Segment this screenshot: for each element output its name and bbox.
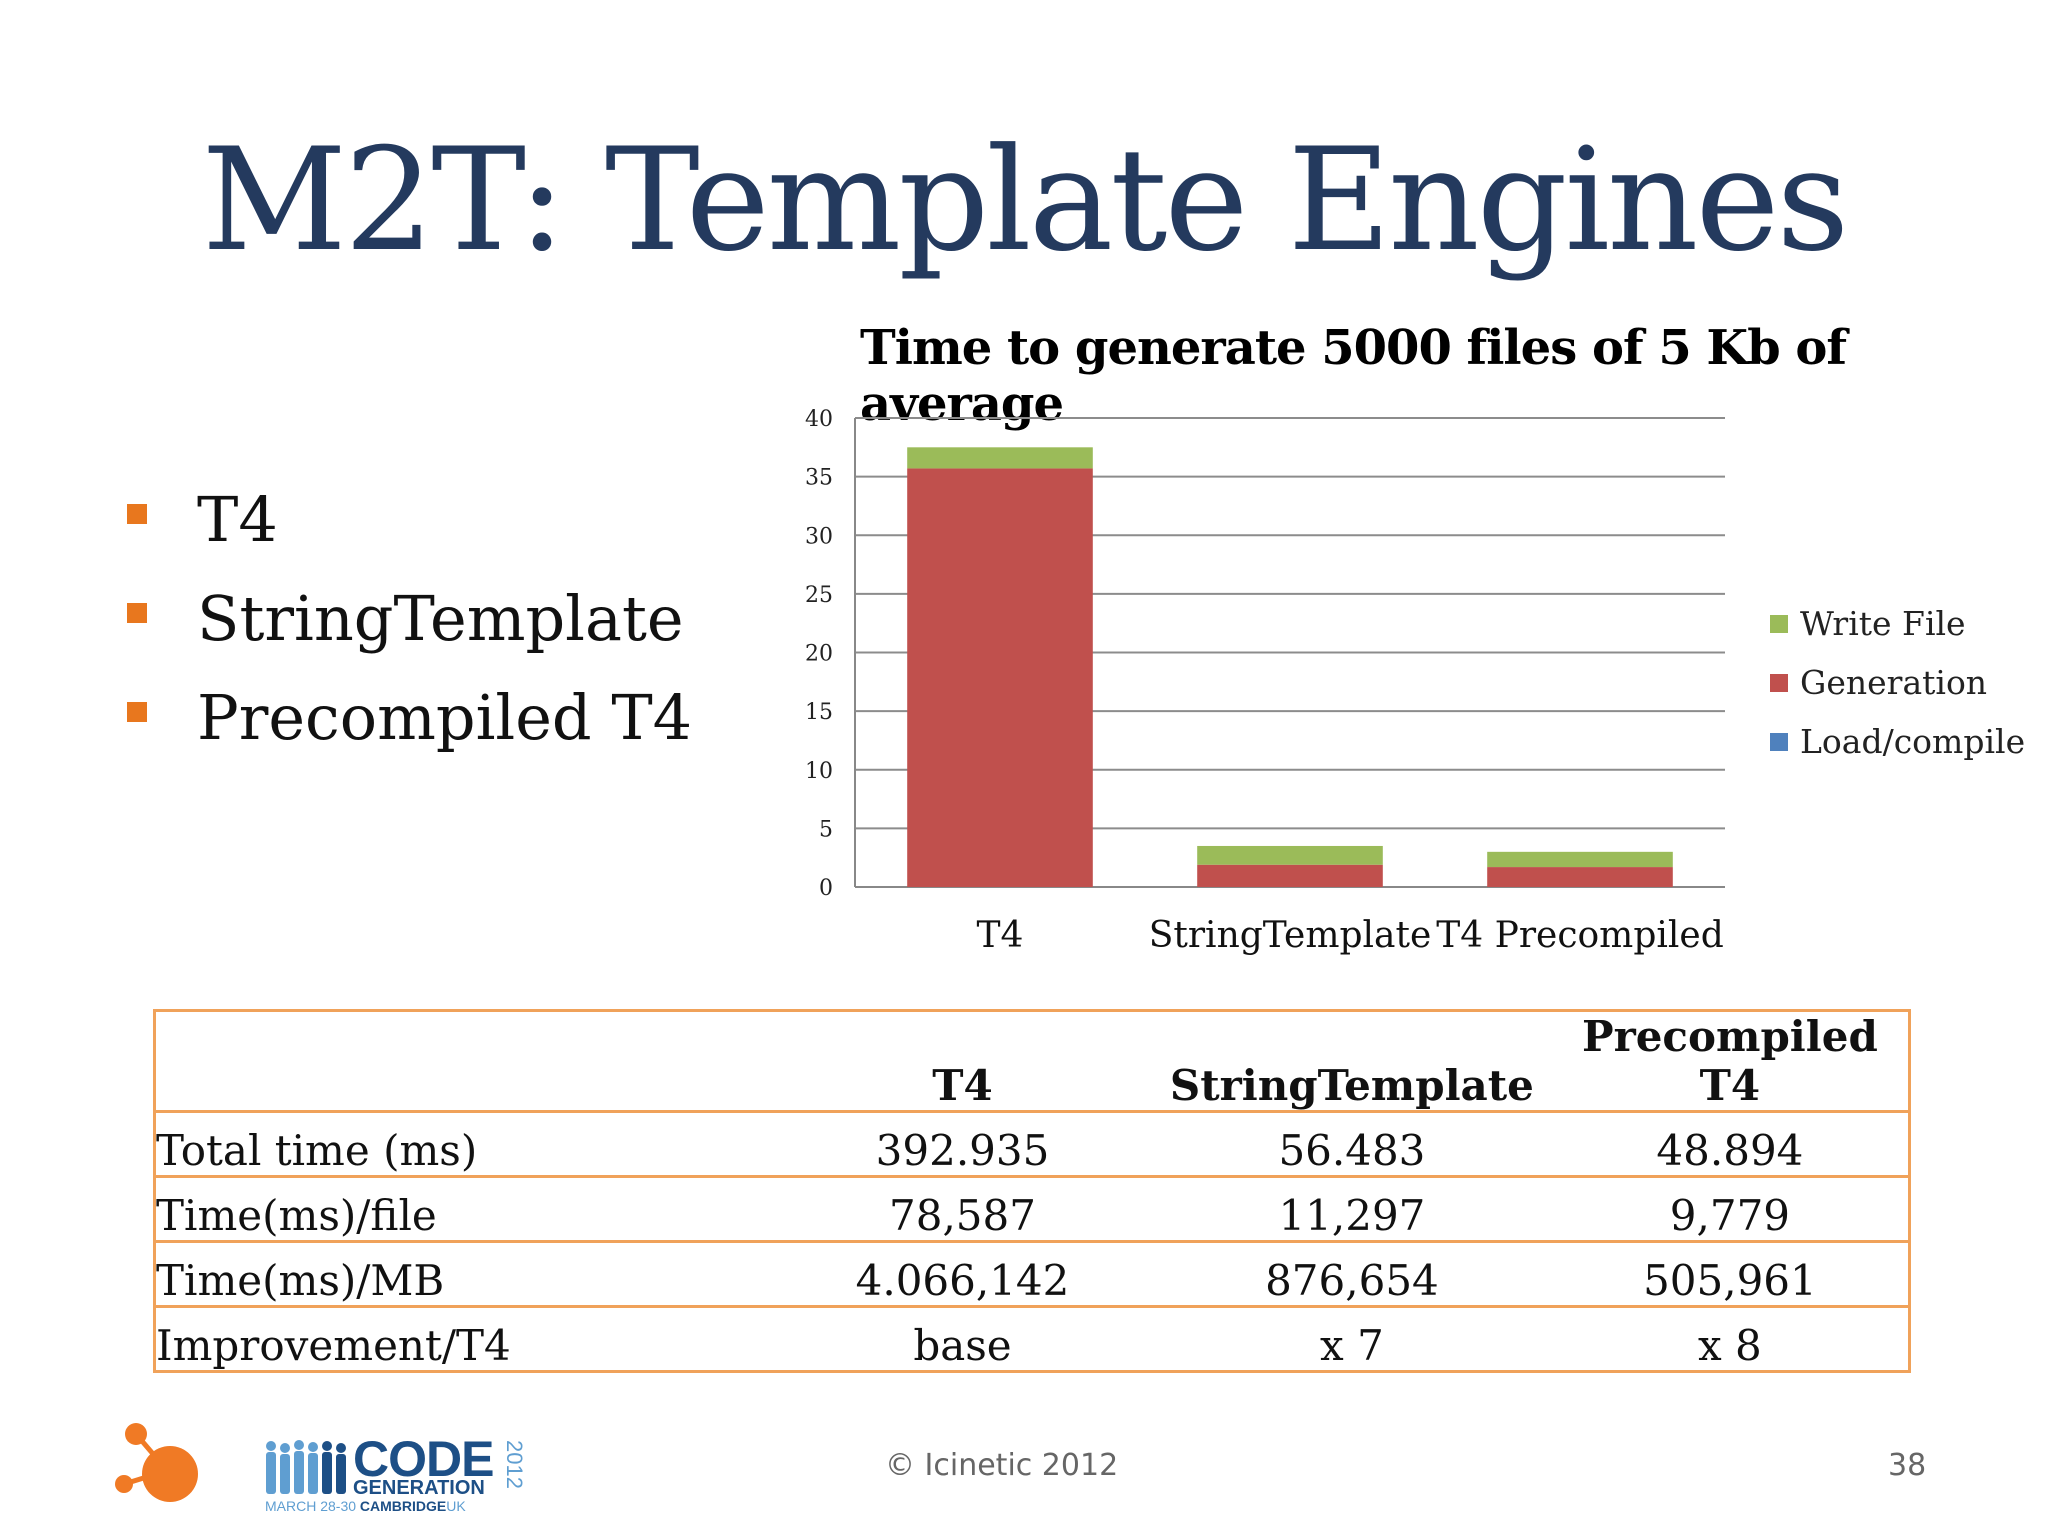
row-label: Improvement/T4 [154, 1305, 773, 1372]
table-cell: 9,779 [1551, 1175, 1910, 1242]
bar-segment-generation [1487, 867, 1673, 887]
x-tick-label: StringTemplate [1149, 915, 1432, 956]
y-tick-label: 20 [805, 642, 833, 667]
y-tick-label: 25 [805, 583, 833, 608]
square-bullet-icon [127, 702, 147, 722]
logo-date-line: MARCH 28-30 CAMBRIDGEUK [265, 1498, 466, 1514]
bullet-text: StringTemplate [197, 582, 684, 655]
legend-label: Load/compile [1800, 722, 2026, 761]
table-cell: 4.066,142 [772, 1240, 1153, 1307]
table-cell: 505,961 [1551, 1240, 1910, 1307]
table-cell: 11,297 [1152, 1175, 1552, 1242]
y-tick-label: 0 [819, 876, 833, 901]
legend-swatch-generation [1770, 674, 1788, 692]
y-tick-label: 30 [805, 524, 833, 549]
logo-dates: MARCH 28-30 [265, 1498, 357, 1514]
table-header-cell: StringTemplate [1169, 1061, 1534, 1110]
legend-swatch-load-compile [1770, 733, 1788, 751]
table-row: Total time (ms) 392.935 56.483 48.894 [154, 1110, 1910, 1177]
legend-label: Write File [1800, 604, 1966, 643]
table-cell: 48.894 [1551, 1110, 1910, 1177]
bullet-text: T4 [197, 483, 278, 556]
x-tick-label: T4 Precompiled [1436, 915, 1724, 956]
bar-segment-write-file [1487, 851, 1673, 868]
legend-item-load-compile: Load/compile [1770, 716, 2025, 775]
logo-city: CAMBRIDGE [359, 1498, 447, 1514]
table-header-cell [155, 1011, 773, 1112]
table-row: Time(ms)/MB 4.066,142 876,654 505,961 [154, 1240, 1910, 1307]
page-number: 38 [1888, 1448, 1927, 1483]
bullet-item: Precompiled T4 [125, 678, 692, 777]
bullet-item: StringTemplate [125, 579, 692, 678]
bullet-item: T4 [125, 480, 692, 579]
slide-title: M2T: Template Engines [201, 118, 1850, 283]
table-row: Time(ms)/file 78,587 11,297 9,779 [154, 1175, 1910, 1242]
y-tick-label: 10 [805, 759, 833, 784]
y-tick-label: 40 [805, 407, 833, 432]
legend-item-write-file: Write File [1770, 598, 2025, 657]
table-cell: x 8 [1551, 1305, 1910, 1372]
row-label: Time(ms)/MB [154, 1240, 773, 1307]
y-tick-label: 15 [805, 700, 833, 725]
table-row: Improvement/T4 base x 7 x 8 [154, 1305, 1910, 1372]
icinetic-logo-icon [115, 1423, 198, 1502]
row-label: Total time (ms) [154, 1110, 773, 1177]
chart-title: Time to generate 5000 files of 5 Kb of a… [860, 320, 1847, 432]
row-label: Time(ms)/file [154, 1175, 773, 1242]
bar-segment-generation [1197, 864, 1383, 887]
legend-label: Generation [1800, 663, 1988, 702]
table-cell: 876,654 [1152, 1240, 1552, 1307]
bullet-list: T4 StringTemplate Precompiled T4 [125, 480, 692, 777]
legend-swatch-write-file [1770, 615, 1788, 633]
bullet-text: Precompiled T4 [197, 681, 693, 754]
bar-segment-write-file [907, 447, 1093, 469]
logo-year: 2012 [502, 1440, 527, 1489]
square-bullet-icon [127, 603, 147, 623]
code-generation-logo: CODE GENERATION MARCH 28-30 CAMBRIDGEUK … [265, 1431, 527, 1514]
bar-segment-generation [907, 468, 1093, 887]
logo-code-text: CODE [353, 1431, 494, 1487]
legend-item-generation: Generation [1770, 657, 2025, 716]
table-header-cell: Precompiled T4 [1581, 1012, 1878, 1110]
square-bullet-icon [127, 504, 147, 524]
table-cell: x 7 [1152, 1305, 1552, 1372]
y-tick-label: 35 [805, 466, 833, 491]
copyright-footer: © Icinetic 2012 [885, 1448, 1119, 1483]
table-cell: base [772, 1305, 1153, 1372]
people-silhouettes-icon [266, 1440, 346, 1494]
table-header-row: T4 StringTemplate Precompiled T4 [155, 1011, 1910, 1112]
table-header-cell: T4 [932, 1061, 993, 1110]
table-cell: 56.483 [1152, 1110, 1552, 1177]
results-table: T4 StringTemplate Precompiled T4 Total t… [153, 1009, 1911, 1373]
logo-generation-text: GENERATION [353, 1477, 485, 1499]
bar-segment-write-file [1197, 845, 1383, 865]
logo-country: UK [446, 1498, 466, 1514]
x-tick-label: T4 [977, 915, 1024, 956]
y-tick-label: 5 [819, 817, 833, 842]
table-cell: 78,587 [772, 1175, 1153, 1242]
stacked-bar-chart: 0 5 10 15 20 25 30 35 40 T4 StringTemplate T4 Preco… [805, 407, 1725, 956]
table-cell: 392.935 [772, 1110, 1153, 1177]
chart-legend: Write File Generation Load/compile [1770, 598, 2025, 775]
